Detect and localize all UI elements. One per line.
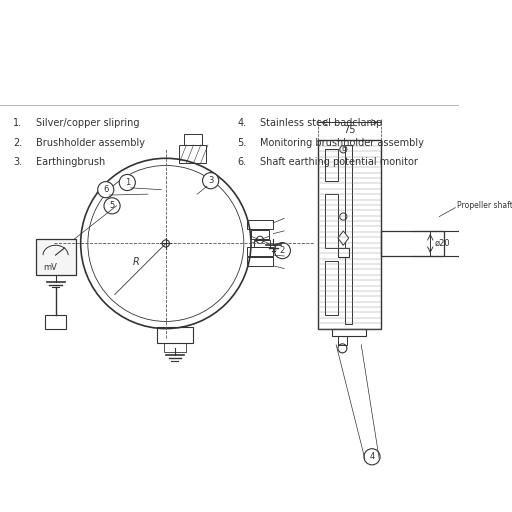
Text: 5: 5 [110,201,115,210]
Bar [326,262,338,315]
Bar [318,140,381,329]
Text: ø20: ø20 [435,239,451,248]
Text: 1: 1 [124,178,130,187]
Bar [332,329,366,336]
Text: 3: 3 [208,176,214,185]
Bar [164,343,185,352]
Bar [36,239,76,275]
Text: 1.: 1. [13,118,23,128]
Bar [246,220,273,229]
Bar [251,230,269,239]
Circle shape [203,173,219,189]
Bar [246,257,273,266]
Bar [338,248,349,257]
Text: Earthingbrush: Earthingbrush [36,157,105,167]
Text: 2: 2 [280,246,285,255]
Text: Silver/copper slipring: Silver/copper slipring [36,118,139,128]
Circle shape [104,198,120,214]
Text: 4: 4 [369,452,375,461]
Circle shape [98,182,114,198]
Text: Brushholder assembly: Brushholder assembly [36,138,145,147]
Bar [253,240,270,247]
Bar [338,336,347,345]
Text: 75: 75 [344,124,356,135]
Text: 2.: 2. [13,138,23,147]
Bar [326,150,338,181]
Text: 6.: 6. [238,157,247,167]
Text: Monitoring brushholder assembly: Monitoring brushholder assembly [260,138,424,147]
Text: 3.: 3. [13,157,23,167]
Text: Stainless steel badclamp: Stainless steel badclamp [260,118,382,128]
Text: 5.: 5. [238,138,247,147]
Bar [179,145,206,163]
Polygon shape [338,231,349,245]
Bar [45,315,67,329]
Text: 6: 6 [103,185,109,194]
Text: mV: mV [43,263,57,272]
Circle shape [274,243,290,259]
Bar [326,194,338,248]
Bar [184,134,202,145]
Circle shape [119,175,135,190]
Bar [246,247,273,256]
Text: 4.: 4. [238,118,247,128]
Text: 6: 6 [341,146,346,153]
Text: Propeller shaft: Propeller shaft [457,201,512,210]
Bar [381,231,444,256]
Text: R: R [133,257,139,267]
Bar [157,327,193,343]
Bar [345,145,352,324]
Text: Shaft earthing potential monitor: Shaft earthing potential monitor [260,157,418,167]
Circle shape [364,449,380,465]
